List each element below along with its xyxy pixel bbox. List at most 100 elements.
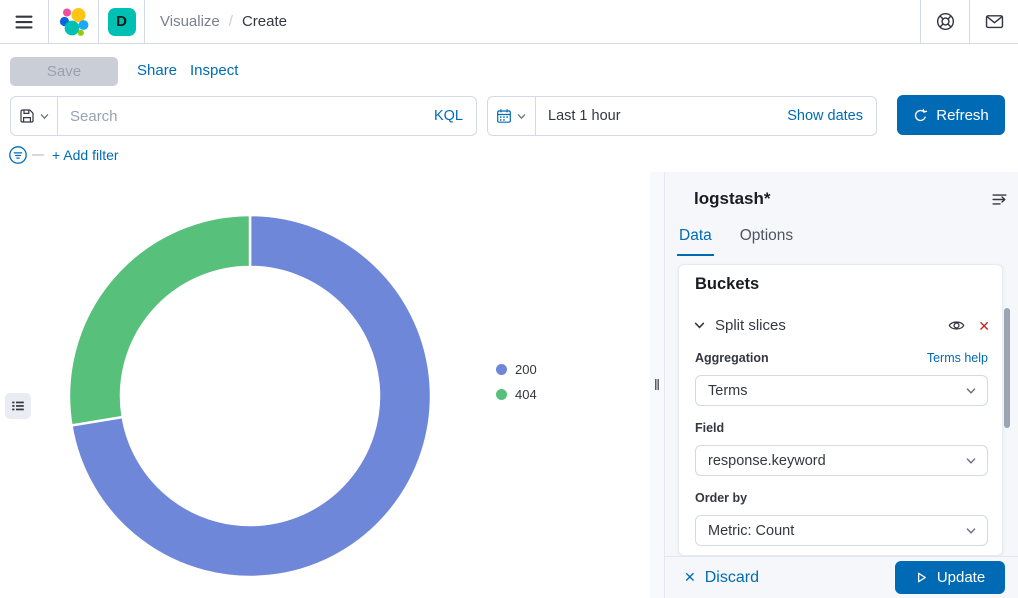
cross-icon: ✕ <box>684 569 696 585</box>
help-icon <box>936 12 954 31</box>
chevron-down-icon <box>40 113 48 119</box>
field-label: Field <box>695 421 725 435</box>
query-language-button[interactable]: KQL <box>433 108 463 124</box>
filter-options-button[interactable] <box>8 145 28 165</box>
search-input[interactable] <box>58 107 434 125</box>
legend-item-200[interactable]: 200 <box>496 362 537 377</box>
chevron-down-icon <box>694 322 705 329</box>
date-range-box: Last 1 hour Show dates <box>536 96 877 136</box>
elastic-home-button[interactable] <box>49 0 98 43</box>
chevron-down-icon <box>966 527 976 534</box>
space-avatar[interactable]: D <box>107 7 136 36</box>
aggregation-label-row: Aggregation Terms help <box>695 351 988 365</box>
save-query-icon <box>19 109 34 123</box>
mail-icon <box>985 15 1003 29</box>
top-nav: D Visualize / Create <box>0 0 1018 44</box>
panel-scrollbar[interactable] <box>1004 308 1010 428</box>
nav-divider <box>969 0 970 43</box>
hamburger-icon <box>15 15 33 28</box>
legend-label-200: 200 <box>515 362 537 377</box>
chart-legend: 200 404 <box>496 362 537 402</box>
refresh-icon <box>915 108 928 121</box>
donut-slice-200[interactable] <box>69 213 433 579</box>
tab-options[interactable]: Options <box>739 227 794 244</box>
update-button[interactable]: Update <box>895 561 1005 594</box>
order-by-select[interactable]: Metric: Count <box>695 515 988 546</box>
help-menu-button[interactable] <box>921 0 969 43</box>
breadcrumb-separator: / <box>228 13 233 30</box>
save-button[interactable]: Save <box>10 57 118 86</box>
resize-grip-icon: ‖ <box>653 376 661 394</box>
menu-right-icon <box>992 194 1007 205</box>
update-label: Update <box>936 569 986 586</box>
breadcrumb: Visualize / Create <box>145 0 920 43</box>
filter-in-circle-icon <box>9 146 27 164</box>
breadcrumb-visualize[interactable]: Visualize <box>160 13 220 30</box>
saved-query-menu-button[interactable] <box>10 96 58 136</box>
field-select-value: response.keyword <box>708 452 826 469</box>
donut-slice-404[interactable] <box>67 213 252 427</box>
nav-divider <box>144 0 145 43</box>
aggregation-select[interactable]: Terms <box>695 375 988 406</box>
breadcrumb-create: Create <box>241 13 287 30</box>
collapse-panel-button[interactable] <box>991 191 1008 208</box>
visualization-editor-panel: logstash* Data Options Buckets Split <box>665 172 1018 556</box>
date-quick-select-button[interactable] <box>487 96 536 136</box>
share-button[interactable]: Share <box>137 62 178 79</box>
remove-aggregation-button[interactable]: ✕ <box>978 317 990 334</box>
buckets-card: Buckets Split slices ✕ Ag <box>678 264 1003 556</box>
space-selector[interactable]: D <box>99 0 144 43</box>
refresh-label: Refresh <box>936 106 989 124</box>
search-box: KQL <box>58 96 477 136</box>
tab-data[interactable]: Data <box>677 225 714 256</box>
chevron-down-icon <box>966 457 976 464</box>
play-icon <box>917 572 926 583</box>
panel-resizer-handle[interactable]: ‖ <box>650 172 665 598</box>
buckets-heading: Buckets <box>695 275 760 293</box>
index-pattern-title: logstash* <box>694 189 771 208</box>
split-slices-label[interactable]: Split slices <box>715 317 786 334</box>
order-by-label-row: Order by <box>695 491 988 505</box>
filter-bar-dash <box>32 154 44 156</box>
date-picker: Last 1 hour Show dates <box>487 96 877 136</box>
time-range-value[interactable]: Last 1 hour <box>548 108 621 124</box>
legend-item-404[interactable]: 404 <box>496 387 537 402</box>
chevron-down-icon <box>966 387 976 394</box>
chevron-down-icon <box>517 113 526 119</box>
field-select[interactable]: response.keyword <box>695 445 988 476</box>
nav-divider <box>98 0 99 43</box>
order-by-label: Order by <box>695 491 748 505</box>
toggle-legend-button[interactable] <box>5 393 31 419</box>
order-by-select-value: Metric: Count <box>708 522 795 539</box>
split-slices-accordion: Split slices ✕ <box>693 317 990 334</box>
aggregation-label: Aggregation <box>695 351 769 365</box>
main-menu-button[interactable] <box>0 0 48 43</box>
eye-icon <box>948 321 965 330</box>
add-filter-button[interactable]: + Add filter <box>52 147 119 163</box>
nav-divider <box>920 0 921 43</box>
visualization-canvas: 200 404 <box>0 172 650 598</box>
newsfeed-button[interactable] <box>970 0 1018 43</box>
query-bar: KQL <box>10 96 477 136</box>
legend-label-404: 404 <box>515 387 537 402</box>
legend-dot-200 <box>496 364 507 375</box>
aggregation-select-value: Terms <box>708 382 748 399</box>
elastic-logo-icon <box>59 7 88 36</box>
terms-help-link[interactable]: Terms help <box>926 351 988 365</box>
discard-button[interactable]: ✕ Discard <box>684 569 759 587</box>
list-icon <box>12 401 24 411</box>
field-label-row: Field <box>695 421 988 435</box>
refresh-button[interactable]: Refresh <box>897 95 1005 135</box>
show-dates-button[interactable]: Show dates <box>787 108 863 124</box>
accordion-toggle-button[interactable] <box>693 319 706 332</box>
donut-chart[interactable] <box>0 172 650 598</box>
calendar-icon <box>497 109 511 123</box>
inspect-button[interactable]: Inspect <box>190 62 239 79</box>
discard-label: Discard <box>704 568 759 586</box>
editor-tabs: Data Options <box>677 225 795 256</box>
editor-footer: ✕ Discard Update <box>665 556 1018 598</box>
nav-divider <box>48 0 49 43</box>
toggle-aggregation-visibility-button[interactable] <box>948 317 965 334</box>
legend-dot-404 <box>496 389 507 400</box>
